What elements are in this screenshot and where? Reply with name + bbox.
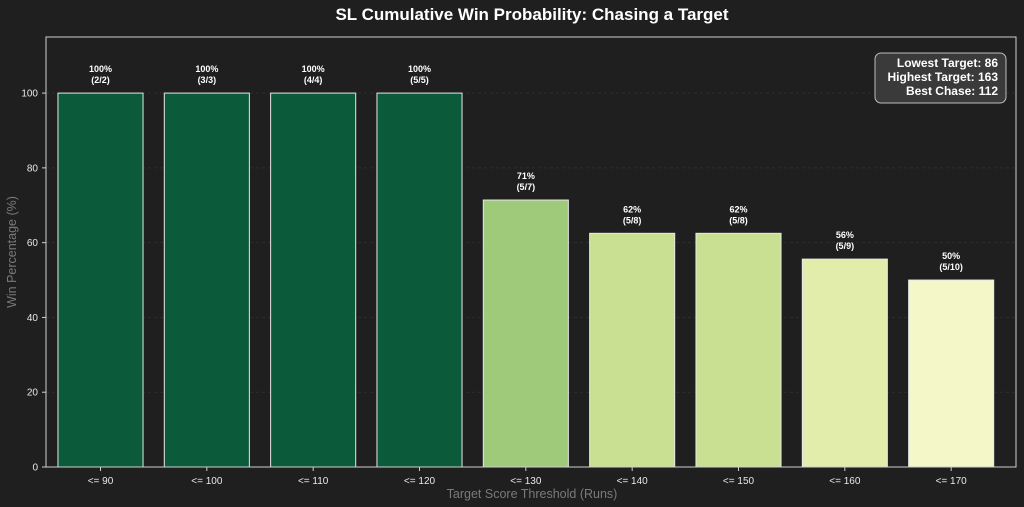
bar [589,232,676,468]
bar-count-label: (5/8) [729,215,748,225]
x-tick-label: <= 90 [88,476,114,487]
bar [695,232,782,468]
bar-value-label: 100% [89,64,112,74]
bar-count-label: (5/7) [517,182,536,192]
bar-count-label: (5/5) [410,75,429,85]
bar-value-label: 100% [195,64,218,74]
plot-frame [45,36,1017,468]
bar-count-label: (4/4) [304,75,323,85]
y-tick-label: 0 [32,463,38,474]
x-tick-label: <= 140 [617,476,649,487]
bar-count-label: (5/9) [836,241,855,251]
bar [270,92,357,468]
x-tick-label: <= 110 [298,476,329,487]
chart-title: SL Cumulative Win Probability: Chasing a… [335,5,728,24]
bar-value-label: 50% [942,251,960,261]
bar [57,92,144,468]
bar-value-label: 62% [623,204,641,214]
y-tick-label: 60 [27,238,39,249]
x-tick-label: <= 160 [829,476,861,487]
y-axis-title: Win Percentage (%) [5,196,19,308]
x-axis-title: Target Score Threshold (Runs) [447,487,618,501]
bar [482,199,569,468]
bar-value-label: 100% [302,64,325,74]
x-tick-label: <= 130 [510,476,542,487]
y-tick-label: 80 [27,163,39,174]
info-highest-target: Highest Target: 163 [888,70,999,84]
bar-labels: 100%(2/2)100%(3/3)100%(4/4)100%(5/5)71%(… [89,64,963,272]
bars [57,92,995,468]
bar [801,258,888,468]
bar-count-label: (5/10) [939,262,963,272]
info-box: Lowest Target: 86 Highest Target: 163 Be… [874,52,1007,104]
bar-value-label: 56% [836,230,854,240]
bar [908,279,995,468]
bar [376,92,463,468]
x-tick-label: <= 150 [723,476,755,487]
bar-count-label: (2/2) [91,75,110,85]
y-tick-label: 20 [27,388,39,399]
x-tick-label: <= 120 [404,476,436,487]
bar-count-label: (5/8) [623,215,642,225]
info-box-background [874,52,1007,104]
bar-value-label: 71% [517,171,535,181]
x-tick-label: <= 100 [191,476,223,487]
axes: 0 20 40 60 80 100 <= 90 <= 100 <= 110 <= 120 <= 13… [21,89,967,487]
x-tick-label: <= 170 [936,476,968,487]
bar-count-label: (3/3) [198,75,217,85]
bar-value-label: 100% [408,64,431,74]
y-tick-label: 40 [27,313,39,324]
info-best-chase: Best Chase: 112 [906,84,998,98]
bar [163,92,250,468]
bar-value-label: 62% [729,204,747,214]
y-tick-label: 100 [21,89,38,100]
info-lowest-target: Lowest Target: 86 [897,56,998,70]
